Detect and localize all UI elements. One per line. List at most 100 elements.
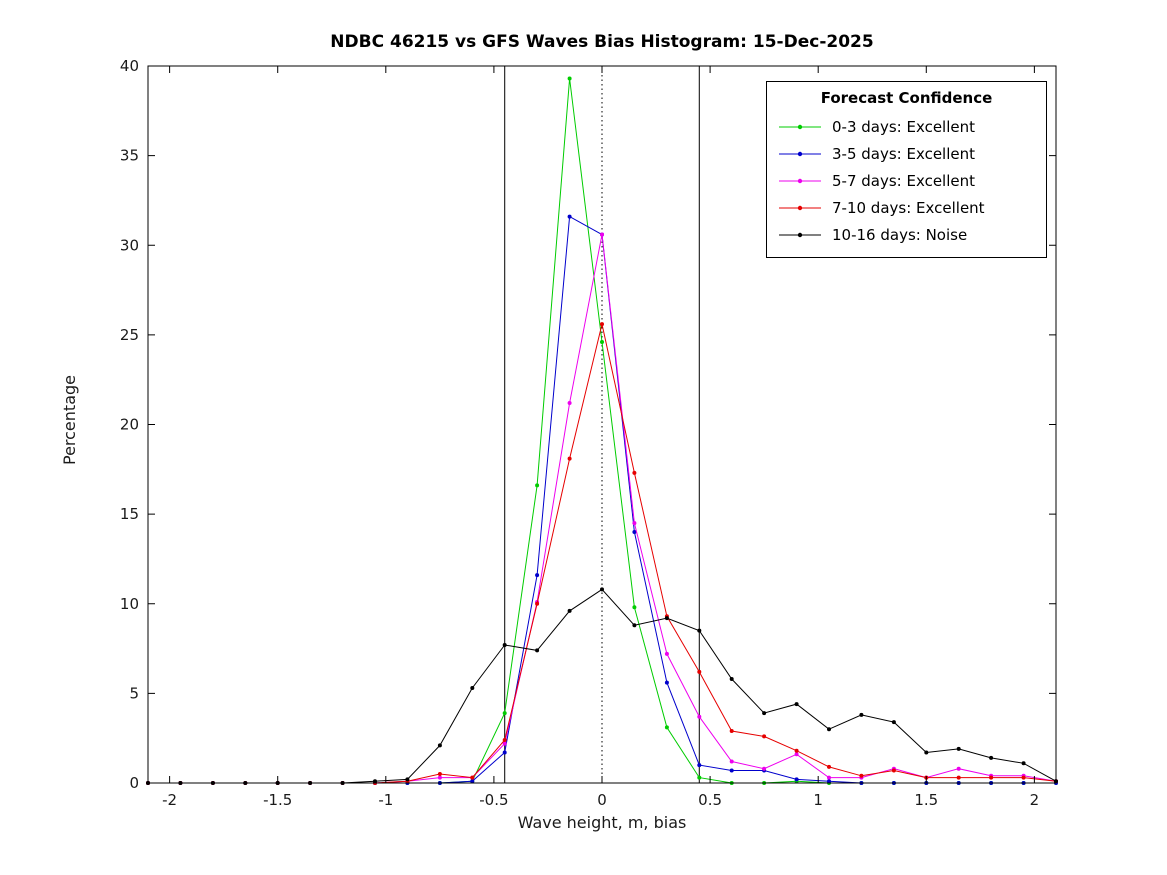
series-marker (827, 779, 831, 784)
series-marker (437, 743, 442, 748)
y-tick-label: 10 (120, 595, 139, 613)
series-marker (405, 777, 410, 782)
legend-entry: 10-16 days: Noise (777, 221, 1036, 248)
series-marker (600, 322, 604, 327)
legend: Forecast Confidence 0-3 days: Excellent 3… (766, 81, 1047, 258)
series-marker (632, 605, 637, 610)
series-marker (535, 483, 540, 488)
y-tick-label: 15 (120, 505, 139, 523)
y-tick-label: 35 (120, 147, 139, 165)
series-marker (437, 775, 442, 780)
series-marker (729, 677, 734, 681)
series-marker (956, 766, 961, 771)
y-tick-label: 0 (129, 774, 139, 792)
y-tick-label: 30 (120, 236, 139, 254)
legend-entries: 0-3 days: Excellent 3-5 days: Excellent 5-… (777, 113, 1036, 248)
series-marker (989, 755, 994, 760)
legend-line-sample-icon (779, 178, 821, 183)
series-marker (729, 768, 734, 773)
legend-line-sample-icon (779, 124, 821, 129)
series-marker (502, 750, 507, 755)
series-marker (762, 766, 767, 771)
legend-entry-label: 0-3 days: Excellent (832, 117, 976, 136)
series-marker (859, 773, 864, 778)
series-marker (891, 768, 896, 773)
series-marker (794, 702, 799, 707)
series-line (148, 588, 1057, 784)
series-marker (535, 648, 540, 653)
series-marker (502, 711, 507, 716)
x-tick-label: 0 (597, 791, 607, 809)
series-marker (470, 779, 475, 784)
legend-entry-label: 7-10 days: Excellent (832, 198, 985, 217)
series-marker (1021, 775, 1026, 780)
chart-title: NDBC 46215 vs GFS Waves Bias Histogram: … (330, 32, 874, 52)
legend-line-sample-icon (779, 151, 821, 156)
series-marker (502, 741, 507, 746)
series-marker (664, 680, 669, 685)
series-marker (470, 686, 475, 690)
x-tick-label: 1.5 (914, 791, 938, 809)
series-line (148, 215, 1056, 784)
legend-entry: 7-10 days: Excellent (777, 194, 1036, 221)
legend-entry: 0-3 days: Excellent (777, 113, 1036, 140)
y-axis-label: Percentage (60, 374, 79, 466)
series-marker (632, 530, 637, 534)
legend-line-sample-icon (779, 232, 821, 237)
y-tick-label: 20 (120, 416, 139, 434)
x-tick-label: 1 (813, 791, 823, 809)
series-marker (697, 628, 702, 633)
legend-entry-label: 10-16 days: Noise (832, 225, 968, 244)
series-marker (697, 763, 702, 768)
x-tick-label: -1.5 (263, 791, 292, 809)
series-marker (502, 738, 507, 742)
series-marker (697, 714, 702, 719)
series-marker (600, 340, 604, 344)
series-marker (956, 775, 961, 780)
series-marker (567, 76, 572, 81)
y-tick-label: 5 (129, 684, 139, 702)
series-marker (567, 456, 572, 461)
y-tick-label: 40 (120, 57, 139, 75)
legend-entry: 5-7 days: Excellent (777, 167, 1036, 194)
series-marker (632, 470, 637, 475)
legend-title: Forecast Confidence (820, 89, 993, 107)
series-marker (794, 777, 799, 782)
series-marker (600, 587, 604, 592)
legend-entry-label: 5-7 days: Excellent (832, 171, 976, 190)
series-marker (567, 214, 572, 219)
series-marker (664, 616, 669, 621)
series-marker (632, 521, 637, 526)
series-marker (891, 720, 896, 725)
series-marker (827, 775, 831, 780)
series-marker (1021, 761, 1026, 766)
series-marker (502, 643, 507, 647)
series-marker (535, 573, 540, 578)
series-marker (827, 764, 831, 769)
series-marker (697, 775, 702, 780)
series-marker (664, 651, 669, 656)
series-marker (632, 623, 637, 628)
series-marker (956, 746, 961, 751)
y-tick-label: 25 (120, 326, 139, 344)
series-marker (794, 752, 799, 757)
series-marker (567, 608, 572, 613)
x-tick-label: -0.5 (479, 791, 508, 809)
series-marker (535, 601, 540, 606)
series-marker (859, 712, 864, 717)
x-tick-label: -1 (378, 791, 393, 809)
x-tick-label: -2 (162, 791, 177, 809)
series-marker (762, 734, 767, 739)
series-marker (827, 727, 831, 732)
legend-entry: 3-5 days: Excellent (777, 140, 1036, 167)
x-axis-label: Wave height, m, bias (517, 813, 687, 832)
series-marker (437, 772, 442, 776)
legend-entry-label: 3-5 days: Excellent (832, 144, 976, 163)
series-marker (470, 775, 475, 780)
x-tick-label: 2 (1030, 791, 1040, 809)
series-marker (924, 750, 929, 755)
series-marker (729, 759, 734, 764)
series-marker (794, 748, 799, 753)
